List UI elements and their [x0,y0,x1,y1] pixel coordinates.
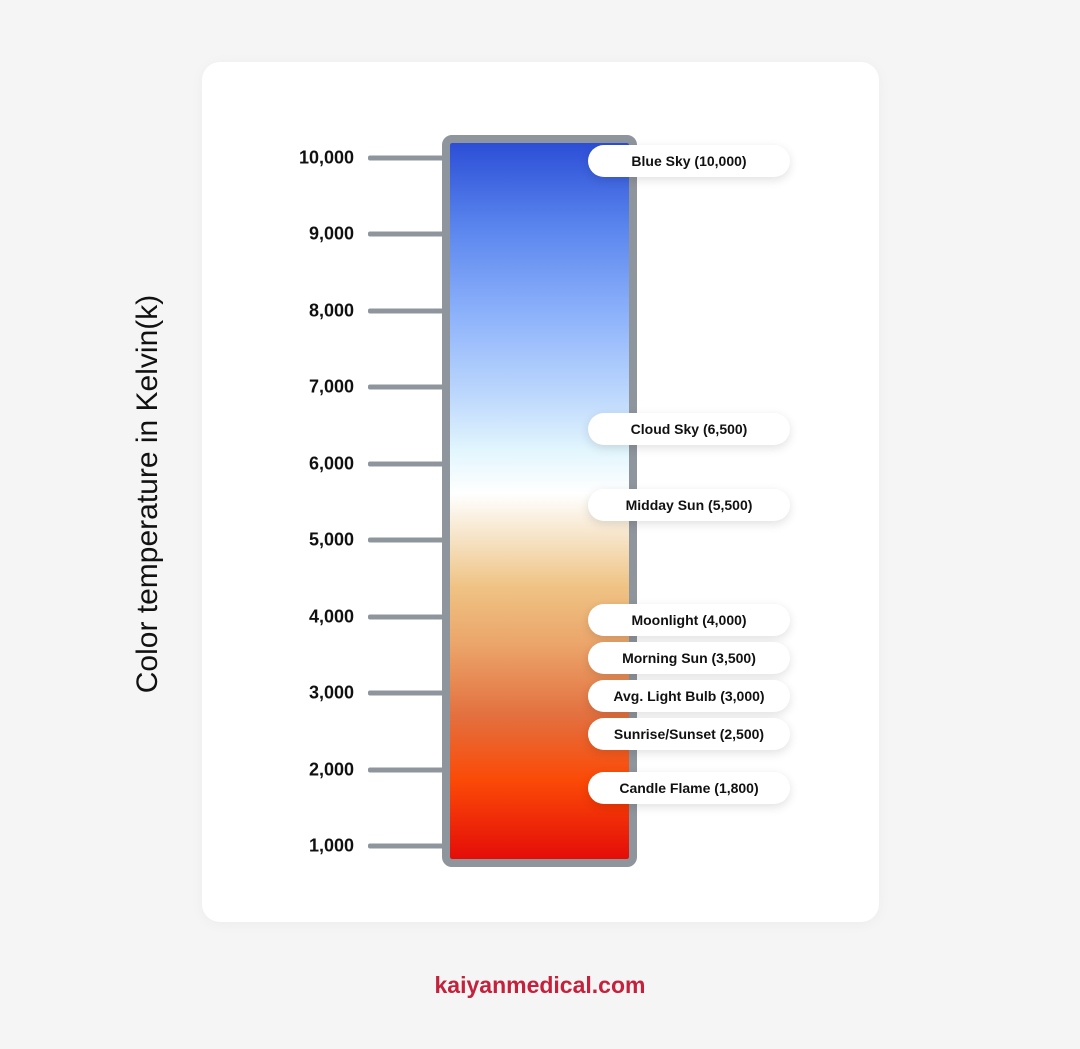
tick-label: 6,000 [308,453,354,474]
tick-label: 2,000 [308,759,354,780]
annotation-label: Moonlight (4,000) [588,603,790,636]
tick-mark [368,614,444,620]
tick-label: 8,000 [308,300,354,321]
tick-mark [368,308,444,314]
tick-label: 9,000 [308,223,354,244]
tick-mark [368,690,444,696]
tick-label: 4,000 [308,606,354,627]
tick-label: 1,000 [308,835,354,856]
tick-mark [368,155,444,161]
tick-label: 7,000 [308,376,354,397]
tick-mark [368,537,444,543]
tick-mark [368,384,444,390]
annotation-label: Cloud Sky (6,500) [588,412,790,445]
tick-label: 5,000 [308,529,354,550]
y-axis-label: Color temperature in Kelvin(k) [131,294,164,694]
footer-website[interactable]: kaiyanmedical.com [434,972,646,998]
tick-mark [368,461,444,467]
annotation-label: Morning Sun (3,500) [588,641,790,674]
tick-label: 3,000 [308,682,354,703]
tick-mark [368,767,444,773]
annotation-label: Midday Sun (5,500) [588,489,790,521]
annotation-label: Blue Sky (10,000) [588,145,790,177]
annotation-label: Sunrise/Sunset (2,500) [588,718,790,751]
tick-mark [368,843,444,849]
annotation-label: Candle Flame (1,800) [588,771,790,804]
annotation-label: Avg. Light Bulb (3,000) [588,680,790,713]
tick-mark [368,231,444,237]
tick-label: 10,000 [298,147,354,168]
